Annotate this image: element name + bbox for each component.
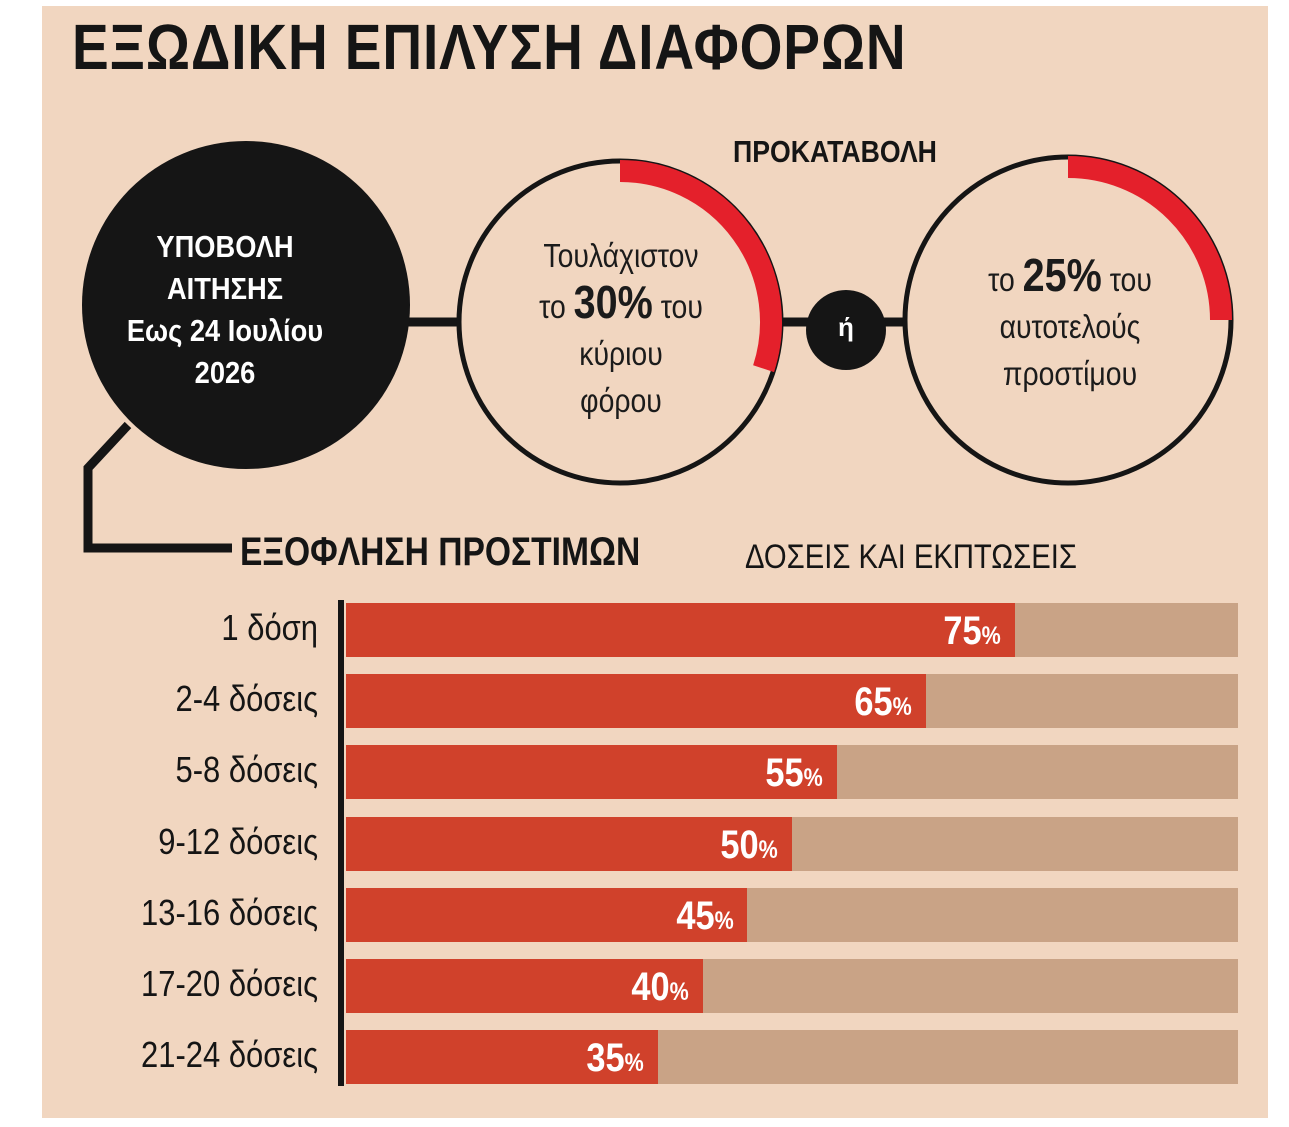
- bar: [346, 888, 748, 942]
- option2-line-3: προστίμου: [1002, 355, 1138, 392]
- connector-bracket: [83, 421, 232, 553]
- option1-percent-arc: [619, 160, 782, 373]
- option2-value: 25%: [1022, 249, 1102, 301]
- option1-line-1: Τουλάχιστον: [543, 237, 699, 274]
- bar-category-label: 21-24 δόσεις: [141, 1034, 318, 1075]
- submission-line-1: ΥΠΟΒΟΛΗ: [156, 229, 294, 264]
- bar-value-label: 55%: [765, 751, 823, 795]
- option2-pre: το: [988, 261, 1015, 298]
- bar: [346, 745, 837, 799]
- option1-line-3: κύριου: [579, 335, 663, 372]
- bar-category-label: 17-20 δόσεις: [141, 963, 318, 1004]
- bar: [346, 817, 792, 871]
- bar: [346, 603, 1015, 657]
- bar: [346, 674, 926, 728]
- submission-line-4: 2026: [194, 355, 256, 390]
- bar-value-label: 75%: [943, 609, 1001, 653]
- option1-post: του: [660, 288, 703, 325]
- chart-title: ΕΞΟΦΛΗΣΗ ΠΡΟΣΤΙΜΩΝ: [240, 530, 641, 574]
- page-title: ΕΞΩΔΙΚΗ ΕΠΙΛΥΣΗ ΔΙΑΦΟΡΩΝ: [72, 11, 907, 83]
- bar-category-label: 1 δόση: [221, 607, 318, 648]
- option1-pre: το: [539, 288, 566, 325]
- submission-line-3: Εως 24 Ιουλίου: [126, 313, 324, 348]
- bar-category-label: 13-16 δόσεις: [141, 892, 318, 933]
- option2-percent-arc: [1067, 156, 1232, 321]
- bar-category-label: 2-4 δόσεις: [175, 678, 318, 719]
- option1-value: 30%: [573, 276, 653, 328]
- chart-axis-line: [338, 600, 344, 1086]
- bar-value-label: 50%: [720, 823, 778, 867]
- bar: [346, 1030, 659, 1084]
- option2-line-1: το 25% του: [943, 252, 1198, 303]
- submission-circle: [82, 141, 410, 469]
- bar: [346, 959, 703, 1013]
- bar-category-label: 9-12 δόσεις: [158, 821, 318, 862]
- prepayment-label: ΠΡΟΚΑΤΑΒΟΛΗ: [733, 134, 937, 169]
- bar-value-label: 35%: [586, 1036, 645, 1080]
- submission-line-2: ΑΙΤΗΣΗΣ: [166, 271, 284, 306]
- submission-text: ΥΠΟΒΟΛΗ ΑΙΤΗΣΗΣ Εως 24 Ιουλίου 2026: [110, 226, 340, 394]
- option2-post: του: [1109, 261, 1152, 298]
- option1-text: Τουλάχιστον το 30% του κύριου φόρου: [476, 232, 766, 424]
- or-label: ή: [838, 312, 854, 342]
- bar-value-label: 65%: [854, 680, 912, 724]
- bar-value-label: 40%: [631, 965, 689, 1009]
- chart-subtitle: ΔΟΣΕΙΣ ΚΑΙ ΕΚΠΤΩΣΕΙΣ: [745, 538, 1077, 576]
- option1-line-4: φόρου: [580, 382, 662, 419]
- bar-category-label: 5-8 δόσεις: [175, 749, 318, 790]
- option2-text: το 25% του αυτοτελούς προστίμου: [922, 252, 1218, 397]
- or-circle: [806, 290, 886, 370]
- bar-value-label: 45%: [675, 894, 734, 938]
- option1-line-2: το 30% του: [496, 279, 745, 330]
- option2-line-2: αυτοτελούς: [999, 308, 1141, 345]
